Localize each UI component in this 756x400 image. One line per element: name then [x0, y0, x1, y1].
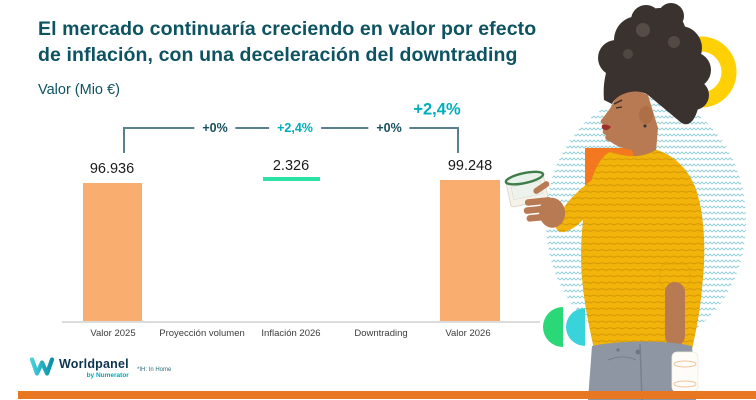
white-jar-shape: [671, 351, 699, 393]
bar-value-2025: 96.936: [89, 161, 135, 177]
total-percent-label: +2,4%: [407, 100, 467, 120]
x-axis-baseline: [62, 321, 540, 323]
category-inflacion-2026: Inflación 2026: [261, 328, 321, 339]
logo-byline: by Numerator: [86, 372, 129, 379]
category-downtrading: Downtrading: [354, 328, 408, 339]
chart-unit-label: Valor (Mio €): [38, 82, 120, 98]
category-valor-2025: Valor 2025: [90, 328, 136, 339]
slide-title-line-1: El mercado continuaría creciendo en valo…: [38, 18, 537, 40]
slide-title-line-2: de inflación, con una deceleración del d…: [38, 44, 518, 66]
footnote: *IH: In Home: [137, 367, 172, 373]
bracket-left-tick: [123, 127, 125, 153]
bracket-right-tick: [457, 127, 459, 153]
worldpanel-logo: Worldpanel by Numerator: [30, 357, 129, 379]
value-inflacion-2026: 2.326: [272, 158, 310, 174]
logo-brand-name: Worldpanel: [59, 357, 129, 371]
bottom-accent-strip: [18, 391, 756, 399]
category-proyeccion-volumen: Proyección volumen: [159, 328, 245, 339]
bridge-percent-downtrading: +0%: [368, 121, 410, 135]
bridge-percent-inflacion: +2,4%: [269, 121, 321, 135]
photo-collage: [504, 3, 746, 400]
bar-valor-2026: [440, 180, 500, 322]
logo-text: Worldpanel by Numerator: [59, 357, 129, 379]
woman-photo-cutout: [504, 3, 711, 400]
category-valor-2026: Valor 2026: [445, 328, 491, 339]
bar-value-2026: 99.248: [447, 158, 493, 174]
green-half-circle-shape: [543, 307, 563, 347]
cyan-half-circle-shape: [566, 308, 585, 346]
worldpanel-w-icon: [30, 357, 54, 376]
inflacion-underline: [263, 177, 320, 181]
bar-valor-2025: [83, 183, 142, 322]
slide-title: El mercado continuaría creciendo en valo…: [38, 16, 568, 68]
bridge-percent-volumen: +0%: [194, 121, 236, 135]
